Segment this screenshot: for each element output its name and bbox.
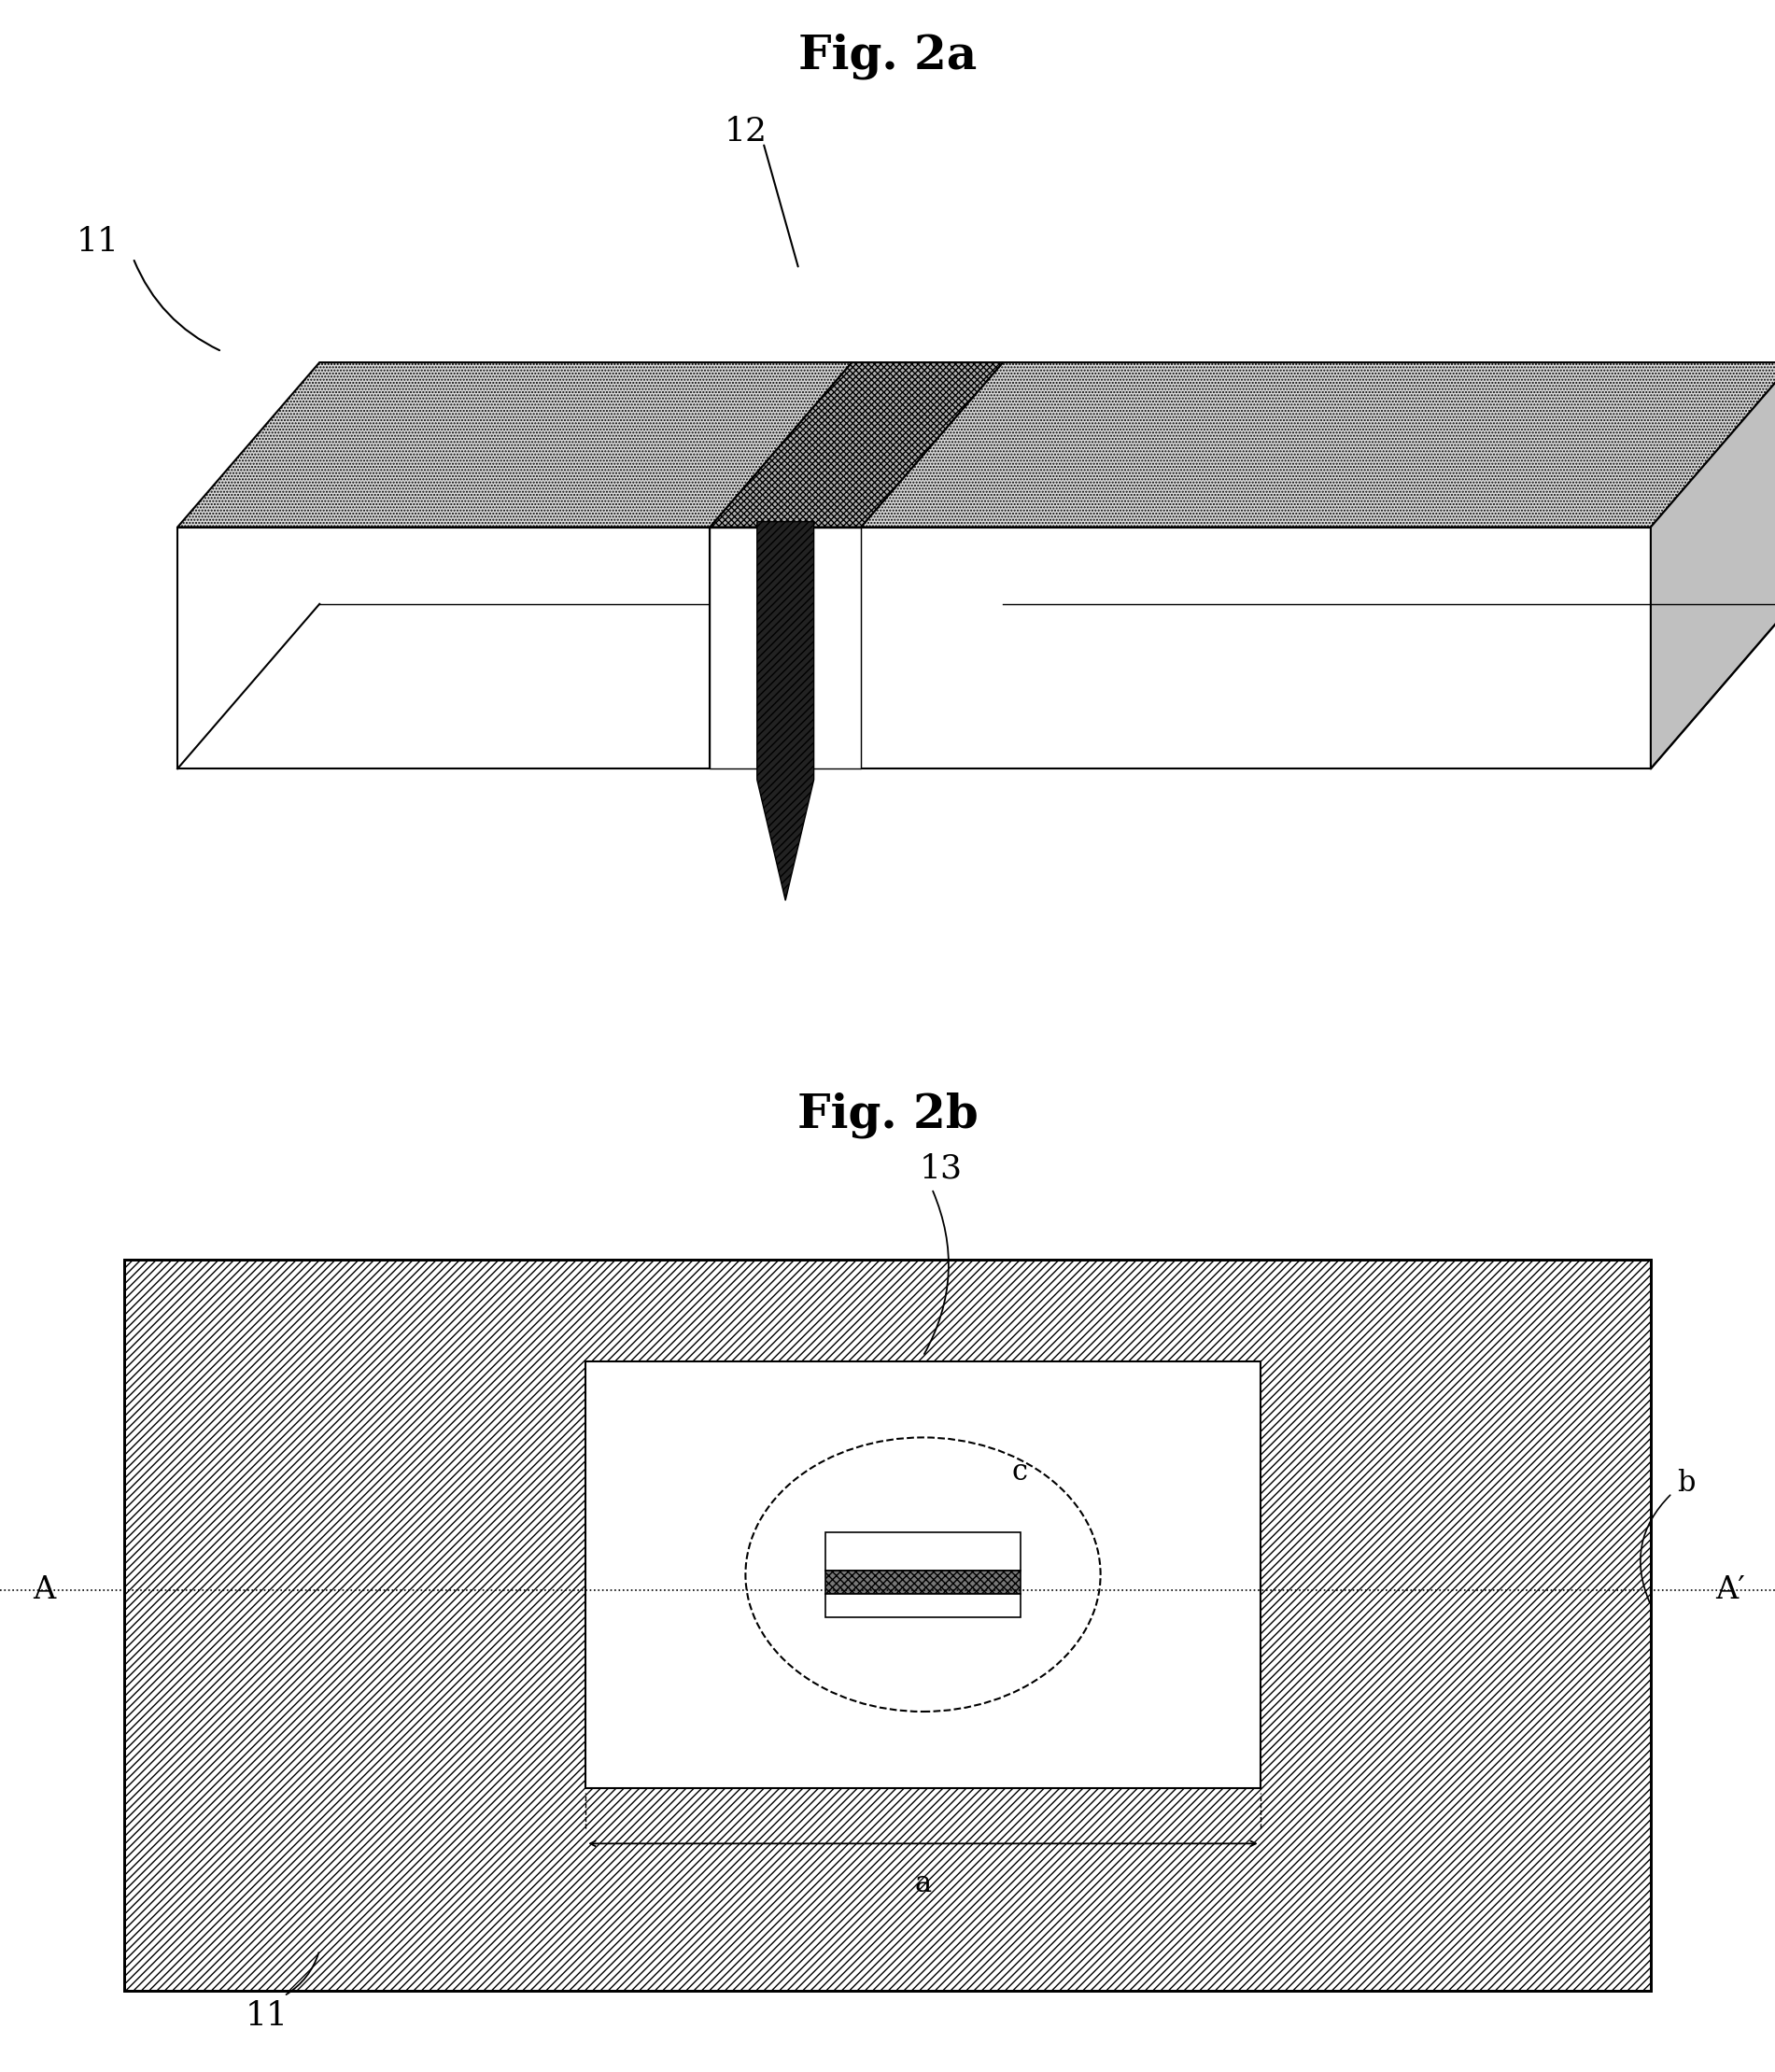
Polygon shape bbox=[178, 526, 710, 769]
Text: Fig. 2b: Fig. 2b bbox=[797, 1092, 978, 1138]
Polygon shape bbox=[861, 363, 1775, 526]
Polygon shape bbox=[178, 363, 852, 526]
Polygon shape bbox=[710, 363, 1003, 526]
Text: 11: 11 bbox=[76, 226, 119, 257]
Text: c: c bbox=[1012, 1457, 1028, 1486]
Text: a: a bbox=[914, 1869, 932, 1898]
Polygon shape bbox=[861, 526, 1651, 769]
Text: A: A bbox=[34, 1575, 55, 1604]
Polygon shape bbox=[825, 1593, 1021, 1616]
Polygon shape bbox=[756, 522, 813, 901]
Polygon shape bbox=[825, 1571, 1021, 1593]
Text: 12: 12 bbox=[724, 116, 767, 147]
Polygon shape bbox=[710, 526, 861, 769]
Text: A′: A′ bbox=[1716, 1575, 1745, 1604]
Text: 11: 11 bbox=[245, 1999, 288, 2033]
Text: Fig. 2a: Fig. 2a bbox=[799, 33, 976, 79]
Polygon shape bbox=[124, 1260, 1651, 1991]
Text: b: b bbox=[1677, 1469, 1695, 1498]
Polygon shape bbox=[586, 1361, 1260, 1788]
Text: 13: 13 bbox=[919, 1152, 962, 1185]
Polygon shape bbox=[1651, 363, 1775, 769]
Polygon shape bbox=[825, 1531, 1021, 1571]
Polygon shape bbox=[852, 363, 1003, 605]
